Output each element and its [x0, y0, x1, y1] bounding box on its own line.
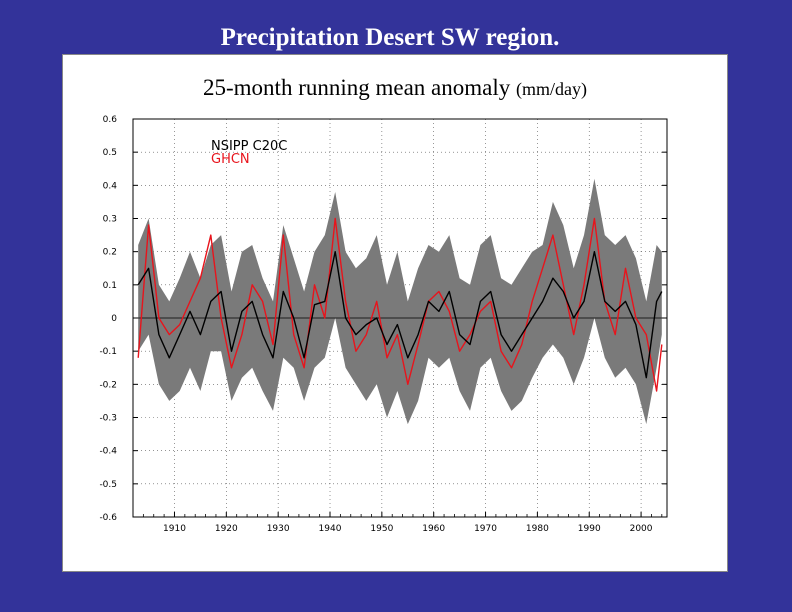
y-tick-label: -0.2 [99, 380, 117, 390]
y-tick-label: 0.5 [103, 148, 117, 158]
x-tick-label: 1930 [267, 524, 290, 534]
x-tick-label: 1940 [319, 524, 342, 534]
x-axis-ticks: 1910 1920 1930 1940 1950 1960 1970 1980 1990 2000 [142, 512, 663, 534]
chart-title: 25-month running mean anomaly (mm/day) [63, 75, 727, 101]
x-tick-label: 1960 [422, 524, 445, 534]
y-tick-label: -0.6 [99, 513, 117, 523]
y-tick-label: 0.6 [103, 115, 118, 125]
chart-units: (mm/day) [516, 79, 587, 99]
x-tick-label: 1910 [163, 524, 186, 534]
chart-panel: 25-month running mean anomaly (mm/day) 0… [62, 54, 728, 572]
y-tick-label: -0.4 [99, 447, 117, 457]
slide-title: Precipitation Desert SW region. [220, 24, 560, 51]
series-lines [137, 217, 663, 392]
y-tick-label: 0 [111, 314, 117, 324]
ensemble-spread-band [138, 178, 662, 425]
legend-entry-ghcn: GHCN [211, 152, 250, 167]
chart-plot: 0.6 0.5 0.4 0.3 0.2 0.1 0 -0.1 -0.2 -0.3 -0.4 -0.5 -… [99, 115, 668, 534]
x-tick-label: 1920 [215, 524, 238, 534]
y-tick-label: -0.5 [99, 480, 117, 490]
x-tick-label: 2000 [630, 524, 653, 534]
y-tick-label: 0.1 [103, 281, 117, 291]
x-tick-label: 1950 [370, 524, 393, 534]
x-tick-label: 1990 [578, 524, 601, 534]
y-tick-label: 0.4 [103, 181, 118, 191]
y-tick-label: 0.3 [103, 215, 117, 225]
series-line-nsipp_c20c [137, 250, 663, 379]
y-tick-label: 0.2 [103, 248, 117, 258]
legend-entry-nsipp_c20c: NSIPP C20C [211, 139, 287, 154]
y-tick-label: -0.3 [99, 414, 117, 424]
x-tick-label: 1970 [474, 524, 497, 534]
ensemble-spread [138, 178, 662, 425]
chart-title-text: 25-month running mean anomaly [203, 75, 511, 100]
x-tick-label: 1980 [526, 524, 549, 534]
y-tick-label: -0.1 [99, 347, 117, 357]
y-axis-ticks: 0.6 0.5 0.4 0.3 0.2 0.1 0 -0.1 -0.2 -0.3 -0.4 -0.5 -… [99, 115, 667, 523]
